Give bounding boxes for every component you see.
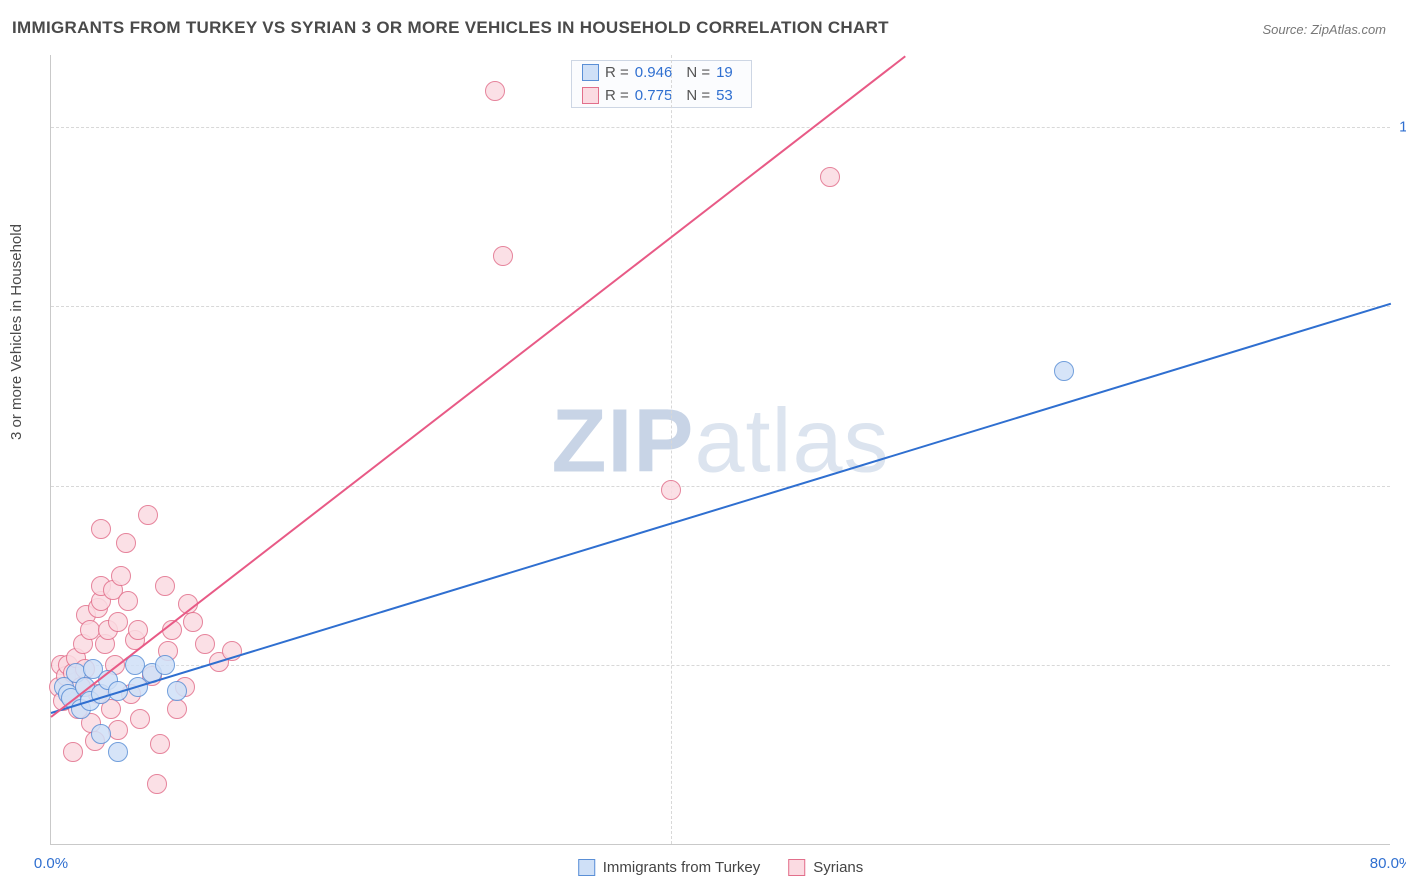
legend-label: Syrians xyxy=(813,859,863,876)
r-label: R = xyxy=(605,64,629,81)
n-value-turkey: 19 xyxy=(716,64,733,81)
data-point xyxy=(118,591,138,611)
r-label: R = xyxy=(605,87,629,104)
data-point xyxy=(128,620,148,640)
legend-swatch xyxy=(578,859,595,876)
y-axis-label: 3 or more Vehicles in Household xyxy=(8,224,25,440)
y-tick-label: 50.0% xyxy=(1395,477,1406,494)
data-point xyxy=(820,167,840,187)
data-point xyxy=(130,709,150,729)
chart-title: IMMIGRANTS FROM TURKEY VS SYRIAN 3 OR MO… xyxy=(12,18,889,38)
data-point xyxy=(138,505,158,525)
data-point xyxy=(91,724,111,744)
data-point xyxy=(116,533,136,553)
stats-row-turkey: R = 0.946 N = 19 xyxy=(572,61,751,84)
legend-swatch xyxy=(788,859,805,876)
series-legend: Immigrants from Turkey Syrians xyxy=(578,859,864,876)
data-point xyxy=(111,566,131,586)
watermark-part-b: atlas xyxy=(694,391,889,491)
n-value-syrians: 53 xyxy=(716,87,733,104)
n-label: N = xyxy=(686,64,710,81)
x-tick-label: 80.0% xyxy=(1370,855,1406,872)
watermark: ZIPatlas xyxy=(551,390,889,493)
data-point xyxy=(63,742,83,762)
data-point xyxy=(485,81,505,101)
data-point xyxy=(108,612,128,632)
data-point xyxy=(167,699,187,719)
gridline-h xyxy=(51,665,1390,666)
watermark-part-a: ZIP xyxy=(551,391,694,491)
legend-item: Syrians xyxy=(788,859,863,876)
swatch-turkey xyxy=(582,64,599,81)
gridline-h xyxy=(51,486,1390,487)
gridline-v xyxy=(671,55,672,844)
trend-line xyxy=(50,55,905,717)
data-point xyxy=(195,634,215,654)
y-tick-label: 100.0% xyxy=(1395,118,1406,135)
data-point xyxy=(167,681,187,701)
data-point xyxy=(147,774,167,794)
data-point xyxy=(155,576,175,596)
gridline-h xyxy=(51,127,1390,128)
swatch-syrians xyxy=(582,87,599,104)
scatter-plot: ZIPatlas R = 0.946 N = 19 R = 0.775 N = … xyxy=(50,55,1390,845)
r-value-turkey: 0.946 xyxy=(635,64,673,81)
legend-label: Immigrants from Turkey xyxy=(603,859,761,876)
data-point xyxy=(183,612,203,632)
data-point xyxy=(150,734,170,754)
legend-item: Immigrants from Turkey xyxy=(578,859,761,876)
x-tick-label: 0.0% xyxy=(34,855,68,872)
gridline-h xyxy=(51,306,1390,307)
r-value-syrians: 0.775 xyxy=(635,87,673,104)
n-label: N = xyxy=(686,87,710,104)
y-tick-label: 75.0% xyxy=(1395,298,1406,315)
data-point xyxy=(661,480,681,500)
stats-legend: R = 0.946 N = 19 R = 0.775 N = 53 xyxy=(571,60,752,108)
data-point xyxy=(91,519,111,539)
data-point xyxy=(108,742,128,762)
data-point xyxy=(155,655,175,675)
trend-line xyxy=(51,303,1392,714)
data-point xyxy=(493,246,513,266)
y-tick-label: 25.0% xyxy=(1395,657,1406,674)
data-point xyxy=(1054,361,1074,381)
data-point xyxy=(108,720,128,740)
stats-row-syrians: R = 0.775 N = 53 xyxy=(572,84,751,107)
source-label: Source: ZipAtlas.com xyxy=(1262,22,1386,37)
